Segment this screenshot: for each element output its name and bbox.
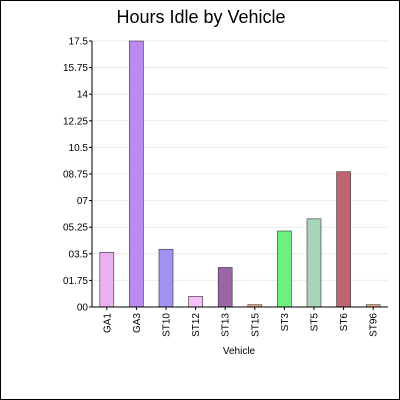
- x-tick-label: ST13: [221, 313, 232, 337]
- y-tick-label: 03.5: [69, 249, 89, 260]
- y-tick-label: 07: [77, 196, 89, 207]
- x-tick-label: ST12: [191, 313, 202, 337]
- x-tick-label: GA3: [132, 313, 143, 333]
- bar-st10: [159, 249, 173, 307]
- x-tick-label: ST15: [250, 313, 261, 337]
- y-tick-label: 15.75: [63, 63, 88, 74]
- y-tick-label: 05.25: [63, 223, 88, 234]
- y-tick-label: 00: [77, 303, 89, 314]
- x-tick-labels: GA1 GA3 ST10 ST12 ST13 ST15 ST3 ST5 ST6 ST96: [102, 307, 379, 337]
- x-tick-label: ST3: [280, 313, 291, 332]
- y-tick-label: 08.75: [63, 170, 88, 181]
- bar-st12: [189, 296, 203, 307]
- bar-ga3: [129, 41, 143, 307]
- bar-st6: [337, 172, 351, 307]
- y-tick-label: 01.75: [63, 276, 88, 287]
- y-tick-label: 12.25: [63, 116, 88, 127]
- bar-ga1: [100, 252, 114, 307]
- x-tick-label: GA1: [102, 313, 113, 333]
- x-tick-label: ST96: [369, 313, 380, 337]
- x-tick-label: ST6: [339, 313, 350, 332]
- x-tick-label: ST5: [310, 313, 321, 332]
- y-tick-label: 14: [77, 90, 89, 101]
- y-tick-label: 10.5: [69, 143, 89, 154]
- bar-st5: [307, 219, 321, 307]
- x-tick-label: ST10: [162, 313, 173, 337]
- y-tick-labels: 00 01.75 03.5 05.25 07 08.75 10.5 12.25 14 15.75 1…: [63, 37, 92, 314]
- bar-st13: [218, 267, 232, 307]
- bar-st3: [277, 231, 291, 307]
- x-axis-title: Vehicle: [223, 346, 256, 357]
- y-tick-label: 17.5: [69, 37, 89, 48]
